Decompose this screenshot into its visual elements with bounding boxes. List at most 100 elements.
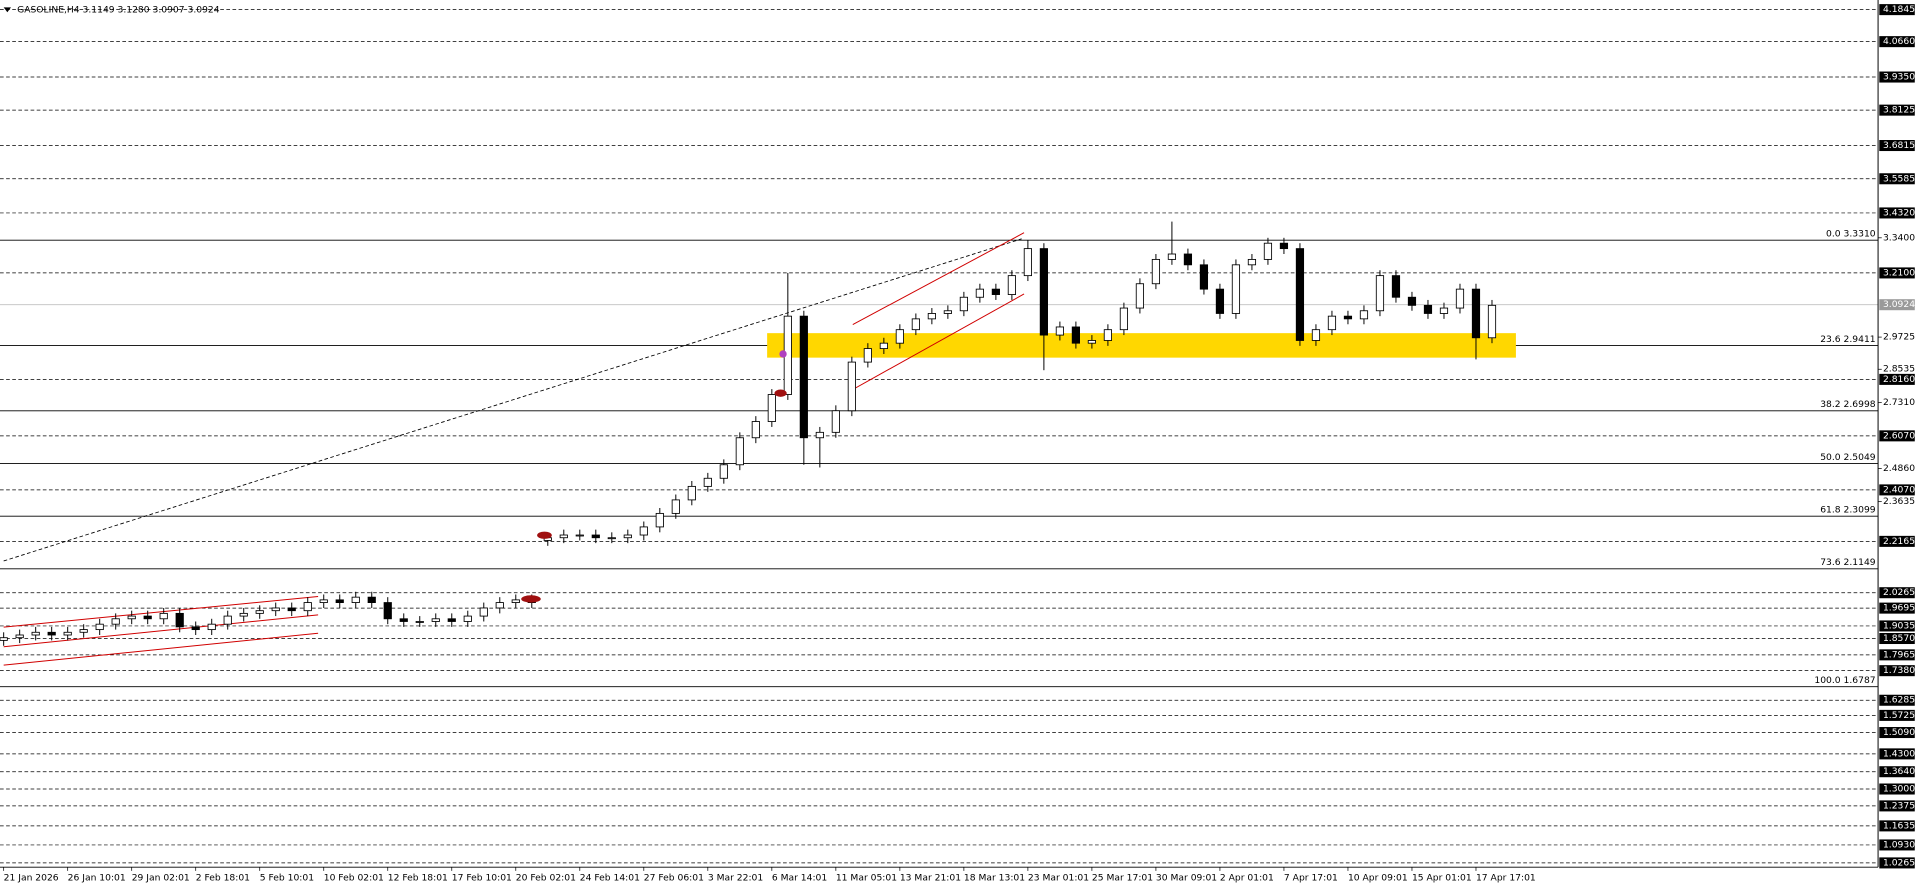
candle-body — [1103, 329, 1113, 341]
candle-body — [111, 618, 120, 625]
candle-body — [1375, 275, 1385, 312]
candle-body — [479, 607, 488, 617]
level-label: 1.0265 — [1883, 857, 1915, 868]
level-label: 1.0930 — [1883, 839, 1915, 850]
fib-label: 73.6 2.1149 — [1820, 557, 1876, 568]
candle-body — [143, 615, 152, 620]
x-tick-label: 12 Feb 18:01 — [388, 873, 448, 884]
x-tick-label: 11 Mar 05:01 — [836, 873, 897, 884]
candle-body — [95, 623, 104, 631]
candle-body — [911, 318, 920, 331]
level-label: 1.5090 — [1883, 727, 1915, 738]
channel-lines — [3, 232, 1025, 666]
candle-body — [287, 607, 296, 612]
candle-body — [1343, 315, 1353, 320]
x-tick-label: 15 Apr 01:01 — [1412, 873, 1472, 884]
candle-body — [1359, 310, 1369, 320]
candle-body — [191, 626, 200, 631]
level-label-box — [1879, 173, 1915, 185]
level-label: 1.7965 — [1883, 649, 1915, 660]
x-tick-label: 29 Jan 02:01 — [132, 873, 190, 884]
candle-body — [927, 313, 936, 320]
x-tick-label: 23 Mar 01:01 — [1028, 873, 1089, 884]
y-tick-label: 3.3400 — [1883, 232, 1915, 243]
candles — [0, 221, 1497, 646]
x-tick-label: 3 Mar 22:01 — [708, 873, 763, 884]
candle-body — [367, 596, 376, 604]
candle-body — [1455, 288, 1465, 309]
candle-body — [751, 421, 760, 439]
candle-body — [1471, 288, 1481, 339]
level-label: 1.4300 — [1883, 748, 1915, 759]
candle-body — [1407, 296, 1417, 306]
level-label-box — [1879, 748, 1915, 760]
current-price-label: 3.0924 — [1883, 299, 1915, 310]
candle-body — [1007, 275, 1016, 295]
candle-body — [1151, 258, 1161, 285]
level-label: 1.7380 — [1883, 665, 1915, 676]
level-label-box — [1879, 207, 1915, 219]
level-label: 1.2375 — [1883, 800, 1915, 811]
y-tick-label: 2.7310 — [1883, 397, 1915, 408]
level-label: 3.6815 — [1883, 140, 1915, 151]
candle-body — [607, 537, 616, 540]
x-tick-label: 26 Jan 10:01 — [68, 873, 126, 884]
x-tick-label: 17 Feb 10:01 — [452, 873, 512, 884]
fib-label: 0.0 3.3310 — [1826, 229, 1876, 240]
candle-body — [847, 361, 856, 412]
y-tick-label: 2.4860 — [1883, 463, 1915, 474]
level-label-box — [1879, 800, 1915, 812]
level-label-box — [1879, 587, 1915, 599]
candle-body — [703, 477, 712, 487]
marker — [537, 531, 552, 539]
level-label: 3.2100 — [1883, 267, 1915, 278]
candle-body — [655, 512, 664, 528]
fib-label: 61.8 2.3099 — [1820, 505, 1876, 516]
level-label: 1.3000 — [1883, 784, 1915, 795]
level-label-box — [1879, 602, 1915, 614]
level-label-box — [1879, 535, 1915, 547]
level-label: 3.5585 — [1883, 173, 1915, 184]
candle-body — [1311, 329, 1321, 341]
candle-body — [319, 599, 328, 604]
x-tick-label: 27 Feb 06:01 — [644, 873, 704, 884]
x-tick-label: 6 Mar 14:01 — [772, 873, 827, 884]
candle-body — [991, 288, 1000, 295]
candle-body — [383, 602, 392, 620]
level-label-box — [1879, 632, 1915, 645]
x-tick-label: 13 Mar 21:01 — [900, 873, 961, 884]
level-label-box — [1879, 373, 1915, 385]
candle-body — [31, 631, 40, 636]
candle-body — [207, 623, 216, 631]
level-label: 3.9350 — [1883, 72, 1915, 83]
level-label-box — [1879, 140, 1915, 152]
x-tick-label: 7 Apr 17:01 — [1284, 873, 1338, 884]
candle-body — [271, 607, 280, 612]
candle-body — [1247, 258, 1257, 266]
x-tick-label: 17 Apr 17:01 — [1476, 873, 1536, 884]
candle-body — [575, 534, 584, 537]
candle-body — [1055, 326, 1064, 336]
candle-body — [815, 431, 824, 439]
level-label: 4.0660 — [1883, 36, 1915, 47]
candle-body — [15, 634, 24, 639]
candle-body — [1039, 248, 1048, 336]
channel-line — [852, 293, 1025, 390]
candle-body — [1231, 264, 1241, 314]
candle-body — [399, 618, 408, 622]
level-label-box — [1879, 267, 1915, 279]
level-label: 1.9035 — [1883, 620, 1915, 631]
labels: 4.1845 4.0660 3.9350 3.8125 3.6815 3.5585 3.43… — [3, 4, 1915, 884]
candle-body — [687, 485, 696, 501]
candle-body — [79, 629, 88, 633]
candle-body — [159, 612, 168, 620]
candle-body — [639, 526, 648, 536]
candle-body — [591, 534, 600, 539]
candle-body — [799, 315, 808, 439]
x-tick-label: 20 Feb 02:01 — [516, 873, 576, 884]
support-zone — [767, 333, 1516, 358]
marker — [779, 350, 787, 358]
candle-body — [1199, 264, 1209, 290]
level-label: 1.1635 — [1883, 820, 1915, 831]
candle-body — [559, 534, 568, 539]
